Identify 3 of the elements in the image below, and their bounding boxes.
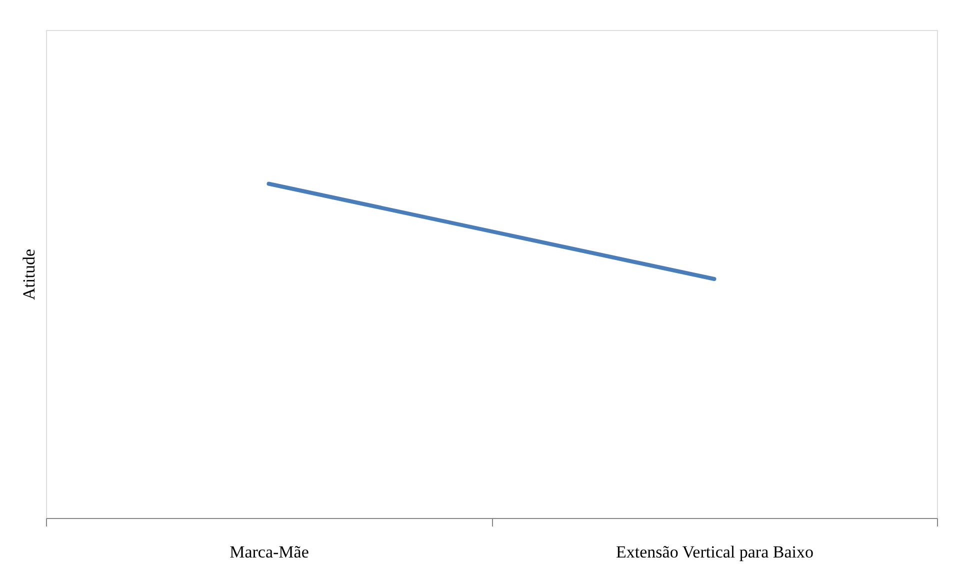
y-axis-title: Atitude <box>20 249 38 300</box>
x-tick-label: Marca-Mãe <box>230 542 309 562</box>
x-tick-label: Extensão Vertical para Baixo <box>616 542 814 562</box>
